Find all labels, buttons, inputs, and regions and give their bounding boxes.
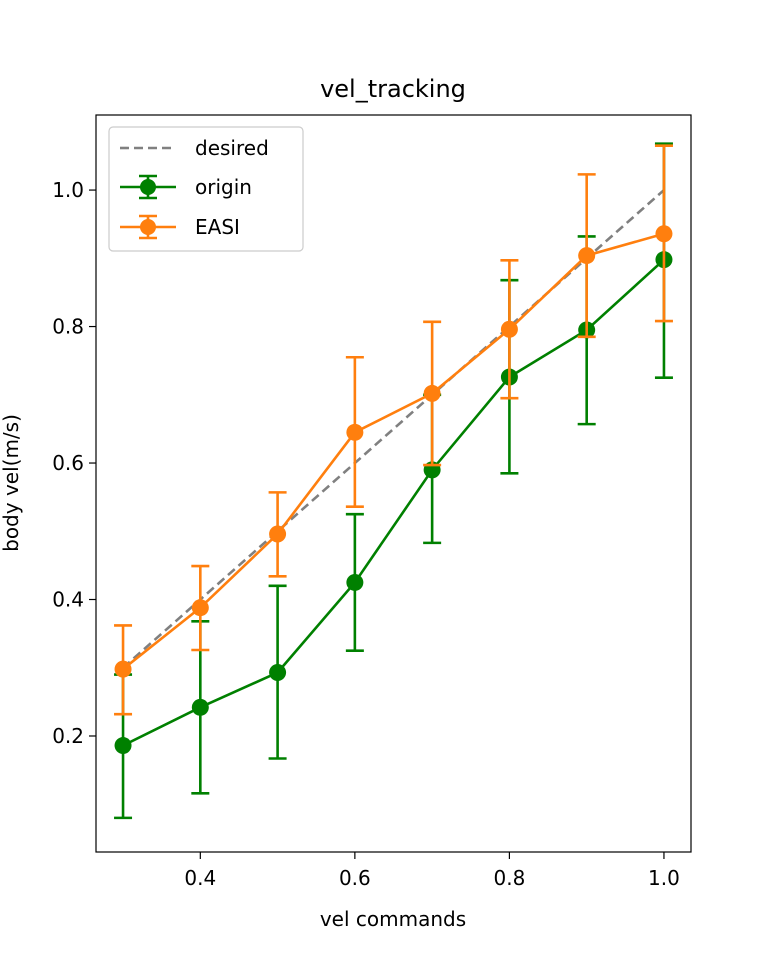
y-axis-label: body vel(m/s) bbox=[0, 414, 23, 552]
plot-area bbox=[114, 142, 673, 820]
desired-line bbox=[122, 189, 665, 669]
easi-point bbox=[114, 660, 132, 678]
x-axis-label: vel commands bbox=[320, 907, 466, 931]
y-tick-label: 1.0 bbox=[52, 178, 84, 202]
origin-point bbox=[269, 664, 287, 682]
legend-item-desired: desired bbox=[120, 136, 269, 160]
x-tick-label: 0.4 bbox=[184, 866, 216, 890]
y-tick-label: 0.2 bbox=[52, 724, 84, 748]
legend-label: EASI bbox=[195, 215, 240, 239]
legend-label: desired bbox=[195, 136, 269, 160]
legend-box bbox=[108, 126, 304, 252]
x-tick-label: 0.8 bbox=[494, 866, 526, 890]
y-tick-label: 0.8 bbox=[52, 315, 84, 339]
chart-title: vel_tracking bbox=[320, 75, 466, 103]
easi-line bbox=[122, 232, 665, 671]
legend-item-origin: origin bbox=[120, 174, 252, 200]
plot-frame bbox=[95, 114, 692, 853]
legend-swatch-marker bbox=[140, 219, 156, 235]
easi-point bbox=[423, 384, 441, 402]
easi-point bbox=[500, 320, 518, 338]
legend-item-easi: EASI bbox=[120, 214, 240, 240]
easi-point bbox=[578, 247, 596, 265]
origin-point bbox=[114, 737, 132, 755]
legend-label: origin bbox=[195, 175, 252, 199]
y-axis: 0.2 0.4 0.6 0.8 1.0 bbox=[52, 178, 96, 748]
series-desired bbox=[122, 189, 665, 669]
origin-line bbox=[122, 258, 665, 747]
origin-point bbox=[346, 573, 364, 591]
easi-point bbox=[191, 599, 209, 617]
easi-point bbox=[346, 423, 364, 441]
y-tick-label: 0.6 bbox=[52, 451, 84, 475]
easi-point bbox=[269, 525, 287, 543]
origin-point bbox=[191, 698, 209, 716]
x-tick-label: 1.0 bbox=[648, 866, 680, 890]
x-tick-label: 0.6 bbox=[339, 866, 371, 890]
easi-point bbox=[655, 225, 673, 243]
legend: desired origin EASI bbox=[108, 126, 304, 252]
legend-swatch-marker bbox=[140, 179, 156, 195]
y-tick-label: 0.4 bbox=[52, 588, 84, 612]
x-axis: 0.4 0.6 0.8 1.0 bbox=[184, 852, 680, 890]
series-easi bbox=[114, 144, 673, 716]
